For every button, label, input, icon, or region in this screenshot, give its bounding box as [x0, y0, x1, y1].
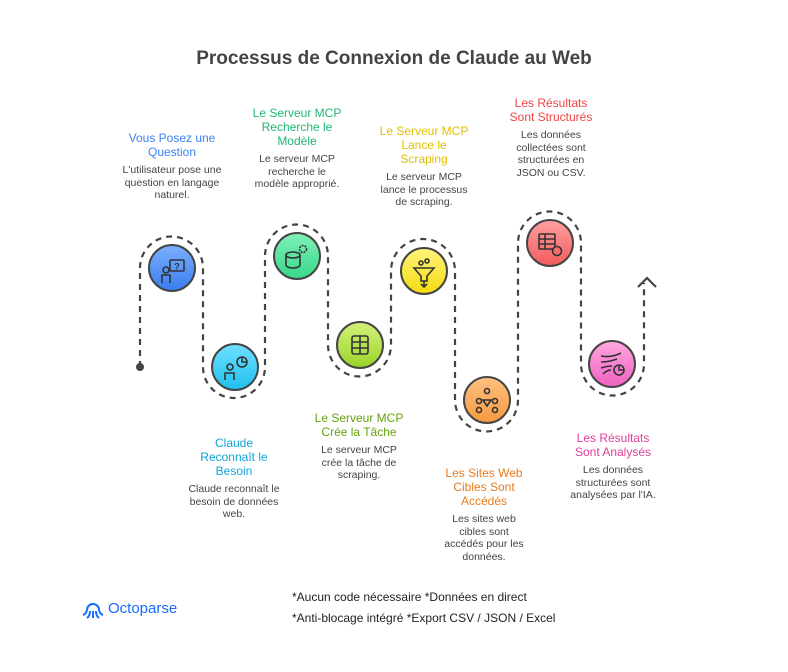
step-circle-8	[588, 340, 636, 388]
page-title: Processus de Connexion de Claude au Web	[196, 48, 592, 69]
step-desc: Le serveur MCP crée la tâche de scraping…	[321, 444, 397, 481]
step-8: Les Résultats Sont Analysés Les données s…	[558, 431, 668, 502]
step-desc: Claude reconnaît le besoin de données we…	[188, 483, 280, 520]
step-3: Le Serveur MCP Recherche le Modèle Le ser…	[242, 106, 352, 191]
step-title: Les Résultats Sont Structurés	[509, 96, 593, 124]
step-circle-5	[400, 247, 448, 295]
database-gear-icon	[285, 244, 308, 269]
server-task-icon	[351, 335, 369, 355]
step-desc: Les données structurées sont analysées p…	[570, 464, 656, 501]
step-4: Le Serveur MCP Crée la Tâche Le serveur M…	[304, 411, 414, 482]
logo-text: Octoparse	[108, 599, 178, 617]
step-title: Le Serveur MCP Lance le Scraping	[379, 124, 469, 166]
step-circle-6	[463, 376, 511, 424]
step-7: Les Résultats Sont Structurés Les données…	[496, 96, 606, 179]
step-desc: Les données collectées sont structurées …	[516, 129, 586, 179]
user-chart-icon	[224, 356, 248, 380]
feature-line-1: *Aucun code nécessaire *Données en direc…	[292, 590, 527, 604]
step-title: Claude Reconnaît le Besoin	[200, 436, 268, 478]
step-circle-4	[336, 321, 384, 369]
octoparse-logo: Octoparse	[82, 596, 177, 620]
step-title: Les Résultats Sont Analysés	[574, 431, 652, 459]
step-title: Vous Posez une Question	[128, 131, 216, 159]
step-title: Le Serveur MCP Recherche le Modèle	[252, 106, 342, 148]
octopus-icon	[82, 603, 104, 619]
funnel-icon	[412, 258, 436, 289]
analysis-chart-icon	[600, 352, 625, 376]
step-desc: Les sites web cibles sont accédés pour l…	[444, 513, 524, 563]
step-circle-7	[526, 219, 574, 267]
step-title: Les Sites Web Cibles Sont Accédés	[445, 466, 523, 508]
step-2: Claude Reconnaît le Besoin Claude reconna…	[179, 436, 289, 521]
step-6: Les Sites Web Cibles Sont Accédés Les sit…	[429, 466, 539, 563]
start-dot	[136, 363, 144, 371]
svg-text:?: ?	[174, 262, 180, 272]
end-arrow-icon	[637, 276, 657, 288]
step-title: Le Serveur MCP Crée la Tâche	[314, 411, 404, 439]
step-circle-1: ?	[148, 244, 196, 292]
feature-line-2: *Anti-blocage intégré *Export CSV / JSON…	[292, 611, 556, 625]
step-desc: L'utilisateur pose une question en langa…	[122, 164, 222, 201]
step-desc: Le serveur MCP lance le processus de scr…	[380, 171, 468, 208]
table-refresh-icon	[538, 233, 563, 257]
step-1: Vous Posez une Question L'utilisateur pos…	[117, 131, 227, 202]
step-desc: Le serveur MCP recherche le modèle appro…	[254, 153, 340, 190]
network-icon	[475, 387, 499, 414]
step-5: Le Serveur MCP Lance le Scraping Le serve…	[369, 124, 479, 209]
step-circle-3	[273, 232, 321, 280]
step-circle-2	[211, 343, 259, 391]
user-question-icon: ?	[161, 259, 185, 283]
